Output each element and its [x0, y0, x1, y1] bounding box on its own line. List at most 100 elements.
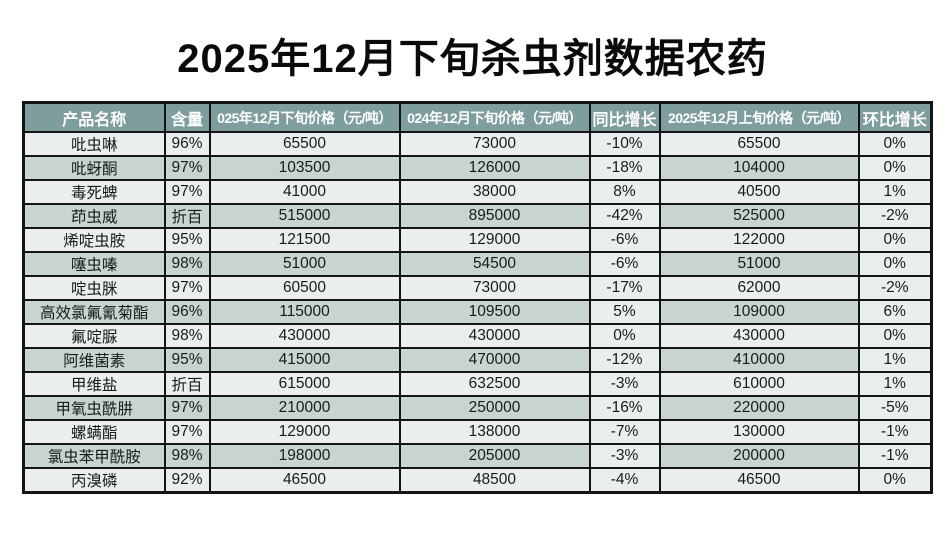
column-header: 产品名称: [22, 101, 166, 133]
value-cell: -10%: [588, 131, 661, 157]
page-title: 2025年12月下旬杀虫剂数据农药: [177, 37, 768, 81]
value-cell: 109000: [658, 299, 860, 325]
value-cell: 96%: [163, 299, 211, 325]
table-row: 茚虫威 折百 515000 895000 -42% 525000 -2%: [22, 203, 933, 229]
value-cell: 96%: [163, 131, 211, 157]
value-cell: 129000: [208, 419, 401, 445]
value-cell: 48500: [398, 467, 591, 494]
value-cell: 60500: [208, 275, 401, 301]
value-cell: 250000: [398, 395, 591, 421]
product-name-cell: 噻虫嗪: [22, 251, 166, 277]
column-header: 含量: [163, 101, 211, 133]
product-name-cell: 毒死蜱: [22, 179, 166, 205]
value-cell: 210000: [208, 395, 401, 421]
value-cell: 1%: [857, 347, 933, 373]
value-cell: 138000: [398, 419, 591, 445]
column-header: 024年12月下旬价格（元/吨）: [398, 101, 591, 133]
table-row: 毒死蜱 97% 41000 38000 8% 40500 1%: [22, 179, 933, 205]
table-row: 螺螨酯 97% 129000 138000 -7% 130000 -1%: [22, 419, 933, 445]
value-cell: 51000: [658, 251, 860, 277]
table-header-row: 产品名称 含量 025年12月下旬价格（元/吨） 024年12月下旬价格（元/吨） 同比…: [22, 101, 933, 133]
value-cell: 65500: [208, 131, 401, 157]
value-cell: 73000: [398, 131, 591, 157]
value-cell: 610000: [658, 371, 860, 397]
table-row: 氟啶脲 98% 430000 430000 0% 430000 0%: [22, 323, 933, 349]
value-cell: 97%: [163, 179, 211, 205]
value-cell: 121500: [208, 227, 401, 253]
value-cell: -16%: [588, 395, 661, 421]
value-cell: 8%: [588, 179, 661, 205]
value-cell: 95%: [163, 347, 211, 373]
value-cell: 103500: [208, 155, 401, 181]
value-cell: 98%: [163, 323, 211, 349]
value-cell: 0%: [857, 131, 933, 157]
table-row: 甲维盐 折百 615000 632500 -3% 610000 1%: [22, 371, 933, 397]
product-name-cell: 甲维盐: [22, 371, 166, 397]
value-cell: 0%: [857, 467, 933, 494]
value-cell: -42%: [588, 203, 661, 229]
value-cell: -3%: [588, 371, 661, 397]
value-cell: 129000: [398, 227, 591, 253]
pesticide-price-table: 产品名称 含量 025年12月下旬价格（元/吨） 024年12月下旬价格（元/吨） 同比…: [22, 101, 933, 494]
value-cell: 109500: [398, 299, 591, 325]
product-name-cell: 氯虫苯甲酰胺: [22, 443, 166, 469]
value-cell: 515000: [208, 203, 401, 229]
value-cell: 97%: [163, 395, 211, 421]
product-name-cell: 吡虫啉: [22, 131, 166, 157]
value-cell: -1%: [857, 443, 933, 469]
value-cell: 130000: [658, 419, 860, 445]
product-name-cell: 甲氧虫酰肼: [22, 395, 166, 421]
value-cell: 895000: [398, 203, 591, 229]
product-name-cell: 烯啶虫胺: [22, 227, 166, 253]
table-row: 丙溴磷 92% 46500 48500 -4% 46500 0%: [22, 467, 933, 494]
value-cell: 198000: [208, 443, 401, 469]
value-cell: 0%: [857, 251, 933, 277]
value-cell: 615000: [208, 371, 401, 397]
value-cell: -3%: [588, 443, 661, 469]
value-cell: 410000: [658, 347, 860, 373]
table-row: 吡蚜酮 97% 103500 126000 -18% 104000 0%: [22, 155, 933, 181]
value-cell: -6%: [588, 251, 661, 277]
value-cell: 54500: [398, 251, 591, 277]
value-cell: 1%: [857, 371, 933, 397]
value-cell: 525000: [658, 203, 860, 229]
column-header: 同比增长: [588, 101, 661, 133]
value-cell: 46500: [208, 467, 401, 494]
product-name-cell: 高效氯氟氰菊酯: [22, 299, 166, 325]
table-row: 吡虫啉 96% 65500 73000 -10% 65500 0%: [22, 131, 933, 157]
value-cell: 205000: [398, 443, 591, 469]
value-cell: -6%: [588, 227, 661, 253]
value-cell: 97%: [163, 275, 211, 301]
column-header: 2025年12月上旬价格（元/吨）: [658, 101, 860, 133]
value-cell: 51000: [208, 251, 401, 277]
value-cell: 470000: [398, 347, 591, 373]
value-cell: 200000: [658, 443, 860, 469]
value-cell: 115000: [208, 299, 401, 325]
value-cell: 38000: [398, 179, 591, 205]
value-cell: 41000: [208, 179, 401, 205]
value-cell: 0%: [857, 323, 933, 349]
value-cell: -5%: [857, 395, 933, 421]
value-cell: 122000: [658, 227, 860, 253]
value-cell: 430000: [658, 323, 860, 349]
value-cell: 6%: [857, 299, 933, 325]
product-name-cell: 氟啶脲: [22, 323, 166, 349]
value-cell: 92%: [163, 467, 211, 494]
table-row: 阿维菌素 95% 415000 470000 -12% 410000 1%: [22, 347, 933, 373]
value-cell: -1%: [857, 419, 933, 445]
table-row: 甲氧虫酰肼 97% 210000 250000 -16% 220000 -5%: [22, 395, 933, 421]
product-name-cell: 丙溴磷: [22, 467, 166, 494]
value-cell: 220000: [658, 395, 860, 421]
value-cell: 5%: [588, 299, 661, 325]
value-cell: -18%: [588, 155, 661, 181]
column-header: 环比增长: [857, 101, 933, 133]
product-name-cell: 阿维菌素: [22, 347, 166, 373]
value-cell: 415000: [208, 347, 401, 373]
column-header: 025年12月下旬价格（元/吨）: [208, 101, 401, 133]
value-cell: 折百: [163, 371, 211, 397]
value-cell: 430000: [208, 323, 401, 349]
table-row: 烯啶虫胺 95% 121500 129000 -6% 122000 0%: [22, 227, 933, 253]
value-cell: 折百: [163, 203, 211, 229]
table-row: 高效氯氟氰菊酯 96% 115000 109500 5% 109000 6%: [22, 299, 933, 325]
product-name-cell: 吡蚜酮: [22, 155, 166, 181]
